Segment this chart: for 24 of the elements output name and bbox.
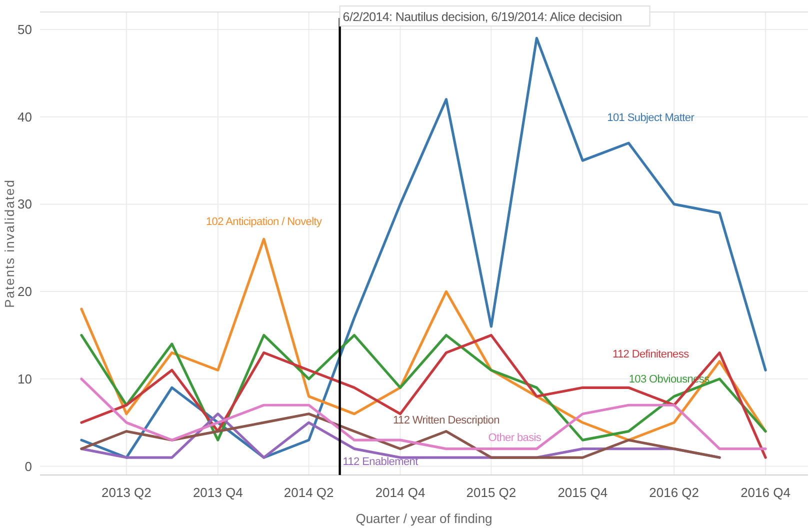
ref-line-label: 6/2/2014: Nautilus decision, 6/19/2014: Alice decision <box>342 10 622 24</box>
series-label: 112 Definiteness <box>612 348 690 361</box>
x-tick-label: 2014 Q2 <box>284 485 334 500</box>
x-tick-label: 2013 Q4 <box>192 485 243 500</box>
x-tick-label: 2016 Q4 <box>740 485 790 500</box>
y-tick-label: 20 <box>18 284 32 300</box>
y-tick-label: 50 <box>18 22 32 38</box>
y-tick-label: 0 <box>24 458 32 474</box>
series-label: 102 Anticipation / Novelty <box>206 216 323 228</box>
x-tick-label: 2015 Q4 <box>558 485 608 500</box>
series-label: 112 Enablement <box>342 456 418 468</box>
x-tick-label: 2014 Q4 <box>375 485 426 500</box>
x-tick-label: 2013 Q2 <box>102 485 152 500</box>
series-label: Other basis <box>488 432 542 444</box>
y-tick-label: 10 <box>18 371 32 386</box>
x-axis-title: Quarter / year of finding <box>356 511 492 526</box>
x-tick-label: 2015 Q2 <box>466 485 516 500</box>
x-tick-label: 2016 Q2 <box>649 485 700 500</box>
text: 101 Subject Matter <box>607 112 695 124</box>
y-axis-title: Patents invalidated <box>2 179 17 308</box>
y-tick-label: 30 <box>18 196 32 212</box>
y-tick-label: 40 <box>18 109 32 124</box>
line-series <box>80 36 767 459</box>
series-label: 112 Written Description <box>393 414 500 426</box>
